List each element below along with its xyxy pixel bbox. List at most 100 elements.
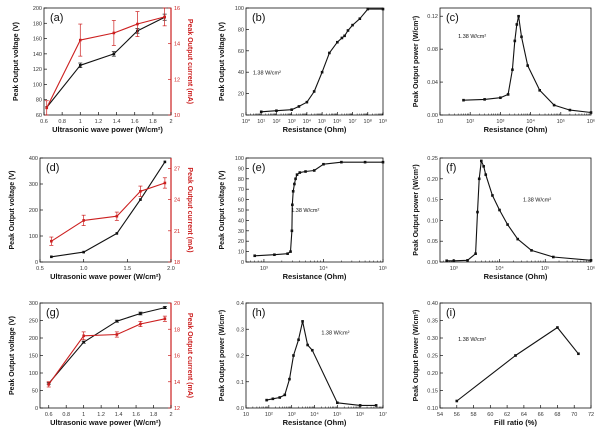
y-right-tick-label: 12 xyxy=(174,406,180,412)
data-point xyxy=(288,377,291,381)
data-point xyxy=(115,319,119,323)
y-tick-label: 0.04 xyxy=(427,80,438,86)
condition-annotation: 1.38 W/cm² xyxy=(458,34,486,40)
x-axis-label: Ultrasonic wave power (W/cm²) xyxy=(52,125,163,134)
data-point xyxy=(358,404,362,407)
condition-annotation: 1.38 W/cm² xyxy=(458,337,486,343)
x-tick-label: 1.5 xyxy=(124,266,132,272)
x-tick-label: 10⁴ xyxy=(526,118,535,125)
panel-label: (g) xyxy=(46,307,59,319)
data-point xyxy=(516,237,520,241)
x-tick-label: 10³ xyxy=(288,119,296,125)
y-tick-label: 0.40 xyxy=(427,301,438,307)
data-point xyxy=(112,52,116,56)
data-point xyxy=(515,23,519,26)
series-line-left xyxy=(48,307,166,384)
y-tick-label: 0.1 xyxy=(236,380,244,386)
panel-label: (e) xyxy=(252,162,265,174)
x-tick-label: 64 xyxy=(521,412,527,418)
x-tick-label: 10⁵ xyxy=(557,118,565,125)
y-axis-label: Peak Output voltage (V) xyxy=(219,22,226,101)
x-axis-label: Resistance (Ohm) xyxy=(283,272,347,281)
data-point xyxy=(499,96,502,100)
y-right-tick-label: 18 xyxy=(174,260,180,266)
y-tick-label: 100 xyxy=(235,156,244,162)
series-line-left xyxy=(51,161,166,258)
y-tick-label: 200 xyxy=(33,6,42,12)
y-right-tick-label: 16 xyxy=(174,354,180,360)
x-tick-label: 62 xyxy=(504,412,510,418)
data-point xyxy=(265,398,268,402)
data-point xyxy=(340,160,343,164)
data-point xyxy=(346,29,350,32)
series-line-main xyxy=(446,160,592,262)
y-right-axis-label: Peak Output current (mA) xyxy=(186,19,193,104)
y-tick-label: 0 xyxy=(35,260,38,266)
y-tick-label: 0.30 xyxy=(427,336,438,342)
x-tick-label: 10⁸ xyxy=(364,118,372,125)
data-point xyxy=(483,98,486,101)
y-tick-label: 20 xyxy=(238,239,244,245)
y-tick-label: 0.3 xyxy=(236,327,244,333)
series-line-main xyxy=(261,8,383,113)
data-point xyxy=(298,171,302,174)
x-tick-label: 0.6 xyxy=(40,119,48,125)
data-point xyxy=(271,397,275,401)
x-axis-label: Fill ratio (%) xyxy=(494,418,537,427)
panel-h: 10 10² 10³ 10⁴ 10⁵ 10⁶ 10⁷ 0.0 0.1 0.2 0.3 0.4 Resis… xyxy=(219,301,387,427)
data-point xyxy=(556,326,559,329)
data-point xyxy=(506,223,509,226)
x-tick-label: 54 xyxy=(437,412,443,418)
data-point xyxy=(291,189,295,193)
data-point xyxy=(363,160,367,164)
y-tick-label: 0.0 xyxy=(236,406,244,412)
x-tick-label: 70 xyxy=(571,412,577,418)
series-line-right xyxy=(46,16,165,109)
y-tick-label: 200 xyxy=(29,336,38,342)
x-tick-label: 72 xyxy=(588,412,594,418)
data-point xyxy=(82,340,85,344)
y-tick-label: 0.10 xyxy=(427,406,438,412)
data-point xyxy=(514,354,517,357)
y-tick-label: 300 xyxy=(29,301,38,307)
data-point xyxy=(589,111,593,114)
y-axis-label: Peak Output voltage (V) xyxy=(219,171,226,250)
panel-label: (f) xyxy=(446,162,456,174)
y-tick-label: 50 xyxy=(32,389,38,395)
series-line-right xyxy=(51,182,166,242)
data-point xyxy=(289,250,292,253)
x-tick-label: 10⁷ xyxy=(379,411,387,418)
y-tick-label: 0.15 xyxy=(427,198,438,204)
data-point xyxy=(552,255,555,259)
panel-c: 10 10² 10³ 10⁴ 10⁵ 10⁶ 0.00 0.04 0.08 0.12 Resista… xyxy=(413,7,595,134)
y-tick-label: 30 xyxy=(238,229,244,235)
data-point xyxy=(112,31,116,35)
plot-frame xyxy=(39,157,172,263)
y-tick-label: 0.15 xyxy=(427,389,438,395)
y-axis-label: Peak Output voltage (V) xyxy=(9,171,16,250)
panel-label: (d) xyxy=(46,162,59,174)
x-tick-label: 10³ xyxy=(496,119,504,125)
y-tick-label: 100 xyxy=(29,371,38,377)
y-tick-label: 80 xyxy=(36,98,42,104)
y-right-tick-label: 20 xyxy=(174,301,180,307)
y-right-tick-label: 14 xyxy=(174,42,180,48)
x-tick-label: 10² xyxy=(466,119,474,125)
condition-annotation: 1.38 W/cm² xyxy=(253,70,281,76)
data-point xyxy=(283,393,287,397)
y-tick-label: 90 xyxy=(238,166,244,172)
x-tick-label: 1.8 xyxy=(149,119,157,125)
plot-frame xyxy=(439,7,592,116)
panel-d: 0.5 1.0 1.5 2.0 0 100 200 300 400 18 21 24 27 Ultraso… xyxy=(9,156,193,281)
data-point xyxy=(278,396,282,399)
data-point xyxy=(139,322,142,326)
data-point xyxy=(520,35,523,39)
data-point xyxy=(336,40,339,44)
x-tick-label: 0.5 xyxy=(36,266,44,272)
x-tick-label: 10⁷ xyxy=(349,118,357,125)
y-tick-label: 0.00 xyxy=(427,113,438,119)
series-line-main xyxy=(456,326,579,402)
data-point xyxy=(445,259,448,263)
x-tick-label: 10¹ xyxy=(257,119,265,125)
